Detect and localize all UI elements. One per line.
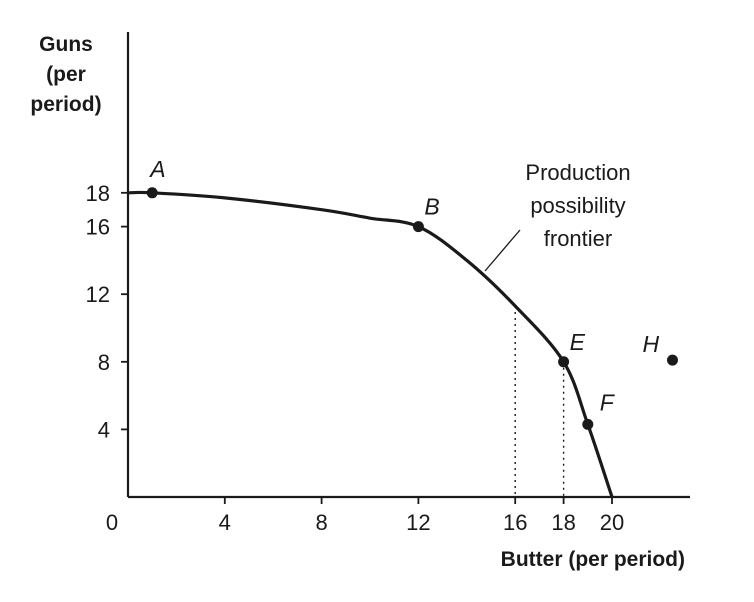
y-tick-label: 12	[86, 282, 110, 307]
point-label-a: A	[148, 156, 165, 182]
x-tick-label: 18	[551, 510, 575, 535]
y-axis-title: (per	[46, 63, 86, 86]
point-label-b: B	[424, 194, 439, 220]
x-tick-label: 20	[600, 510, 624, 535]
y-tick-label: 18	[86, 181, 110, 206]
series-group	[127, 190, 614, 498]
y-tick-label: 4	[98, 417, 110, 442]
y-tick-label: 8	[98, 350, 110, 375]
curve-label: Production	[525, 160, 630, 185]
curve-label: possibility	[530, 193, 625, 218]
axes: 0 4 8 12 16 18 20 4 8 12 16 18	[86, 32, 690, 535]
y-tick-label: 16	[86, 215, 110, 240]
point-e	[558, 356, 570, 368]
point-b	[412, 221, 424, 233]
points-group	[146, 187, 678, 430]
x-tick-label: 12	[406, 510, 430, 535]
guide-lines	[514, 306, 565, 497]
curve-label: frontier	[544, 226, 612, 251]
point-f	[582, 418, 594, 430]
point-a	[146, 187, 158, 199]
x-tick-label: 8	[315, 510, 327, 535]
x-tick-label: 16	[503, 510, 527, 535]
x-tick-label: 4	[219, 510, 231, 535]
point-label-h: H	[643, 331, 660, 357]
x-axis-title: Butter (per period)	[501, 548, 685, 571]
frontier-curve	[127, 190, 614, 498]
x-tick-label: 0	[106, 510, 118, 535]
point-label-e: E	[570, 329, 586, 355]
point-h	[667, 354, 678, 366]
y-axis-title: Guns	[39, 33, 93, 56]
y-axis-title: period)	[30, 93, 101, 116]
curve-label-leader	[484, 229, 521, 272]
point-label-f: F	[600, 389, 616, 415]
labels-group: Guns (per period) Butter (per period) A B E F H P…	[30, 33, 685, 571]
